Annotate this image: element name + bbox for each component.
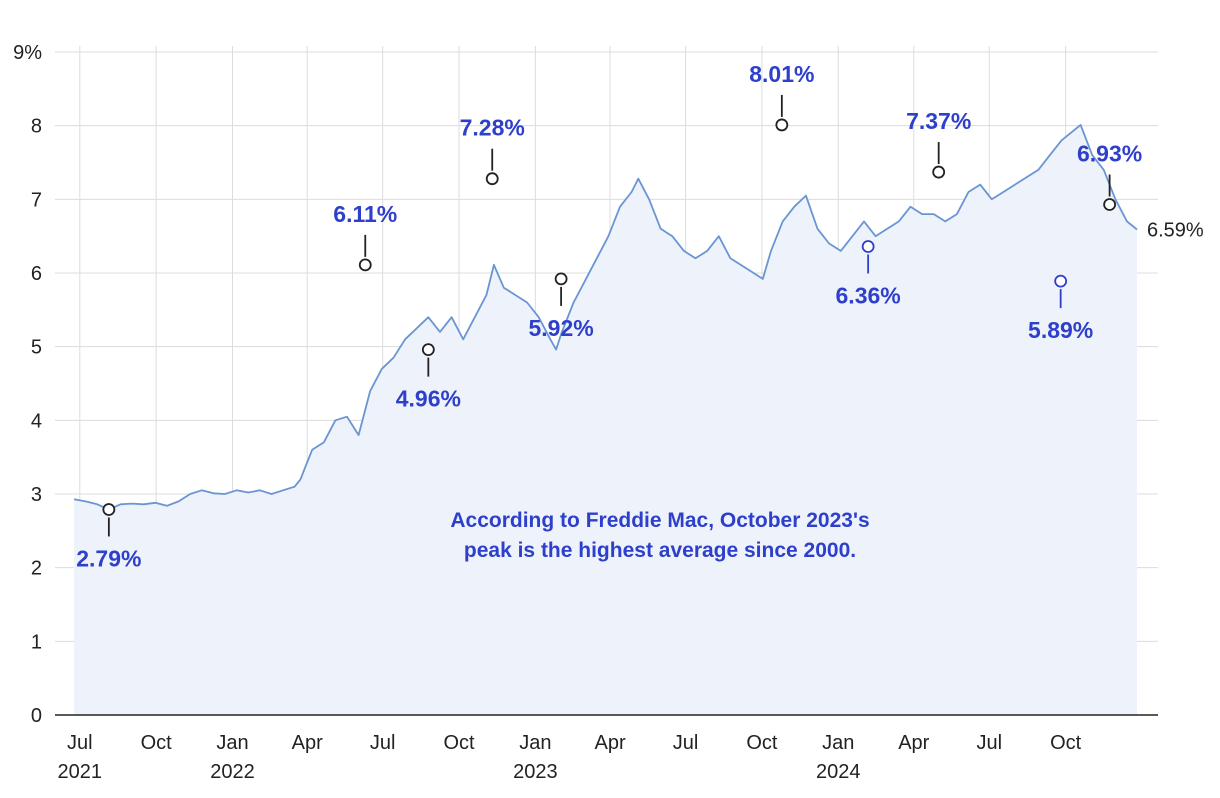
annotation-label: 6.93% [1077, 140, 1142, 166]
annotation-label: 6.36% [836, 282, 901, 308]
series-line [73, 124, 1138, 511]
x-tick-year: 2022 [210, 761, 255, 783]
x-tick-month: Apr [595, 732, 626, 754]
axes: 0 1 2 3 4 5 6 7 8 9% Jul 2021 Oct Jan 2022 Apr Jul Oct Jan… [13, 42, 1158, 783]
series-area [74, 124, 1137, 715]
x-tick-month: Apr [292, 732, 323, 754]
annotation-label: 2.79% [76, 545, 141, 571]
x-tick-month: Oct [1050, 732, 1082, 754]
x-tick-month: Jul [977, 732, 1003, 754]
y-tick-label: 1 [31, 631, 42, 653]
x-tick-month: Apr [898, 732, 929, 754]
annotation-label: 8.01% [749, 61, 814, 87]
note-line-2: peak is the highest average since 2000. [464, 539, 856, 562]
x-tick-month: Jul [67, 732, 93, 754]
annotation-marker [775, 118, 789, 132]
annotation-label: 5.89% [1028, 317, 1093, 343]
annotation-marker [1103, 198, 1117, 211]
annotation-marker [554, 272, 568, 286]
x-tick-year: 2024 [816, 761, 861, 783]
y-tick-label: 4 [31, 410, 42, 432]
x-tick-month: Jan [822, 732, 854, 754]
annotation-label: 4.96% [396, 386, 461, 412]
y-tick-label: 7 [31, 189, 42, 211]
annotations: 2.79% 6.11% 4.96% 7.28% 5.92% 8.01% 6.36% 7.37%… [76, 61, 1142, 572]
rate-line [73, 124, 1138, 511]
x-tick-month: Oct [746, 732, 778, 754]
annotation-marker [861, 240, 875, 253]
y-tick-label: 3 [31, 484, 42, 506]
y-tick-label: 0 [31, 705, 42, 727]
annotation-label: 7.28% [460, 115, 525, 141]
y-tick-label: 6 [31, 263, 42, 285]
annotation-marker [102, 503, 116, 516]
area-fill [74, 124, 1137, 715]
x-tick-month: Jan [216, 732, 248, 754]
y-tick-label: 8 [31, 116, 42, 138]
y-tick-label: 9% [13, 42, 42, 64]
note-line-1: According to Freddie Mac, October 2023's [450, 509, 869, 532]
x-tick-month: Jul [673, 732, 699, 754]
annotation-label: 7.37% [906, 108, 971, 134]
end-value-label: 6.59% [1147, 220, 1204, 242]
x-tick-year: 2021 [58, 761, 103, 783]
annotation-marker [932, 165, 946, 179]
x-tick-month: Jul [370, 732, 396, 754]
annotation-marker [358, 258, 372, 272]
x-tick-month: Oct [443, 732, 475, 754]
x-tick-month: Jan [519, 732, 551, 754]
annotation-marker [1054, 274, 1068, 288]
annotation-marker [421, 343, 435, 357]
annotation-marker [485, 172, 499, 186]
annotation-label: 6.11% [333, 201, 397, 227]
y-tick-label: 2 [31, 558, 42, 580]
y-tick-label: 5 [31, 337, 42, 359]
annotation-label: 5.92% [528, 315, 593, 341]
x-tick-year: 2023 [513, 761, 558, 783]
x-tick-month: Oct [141, 732, 173, 754]
